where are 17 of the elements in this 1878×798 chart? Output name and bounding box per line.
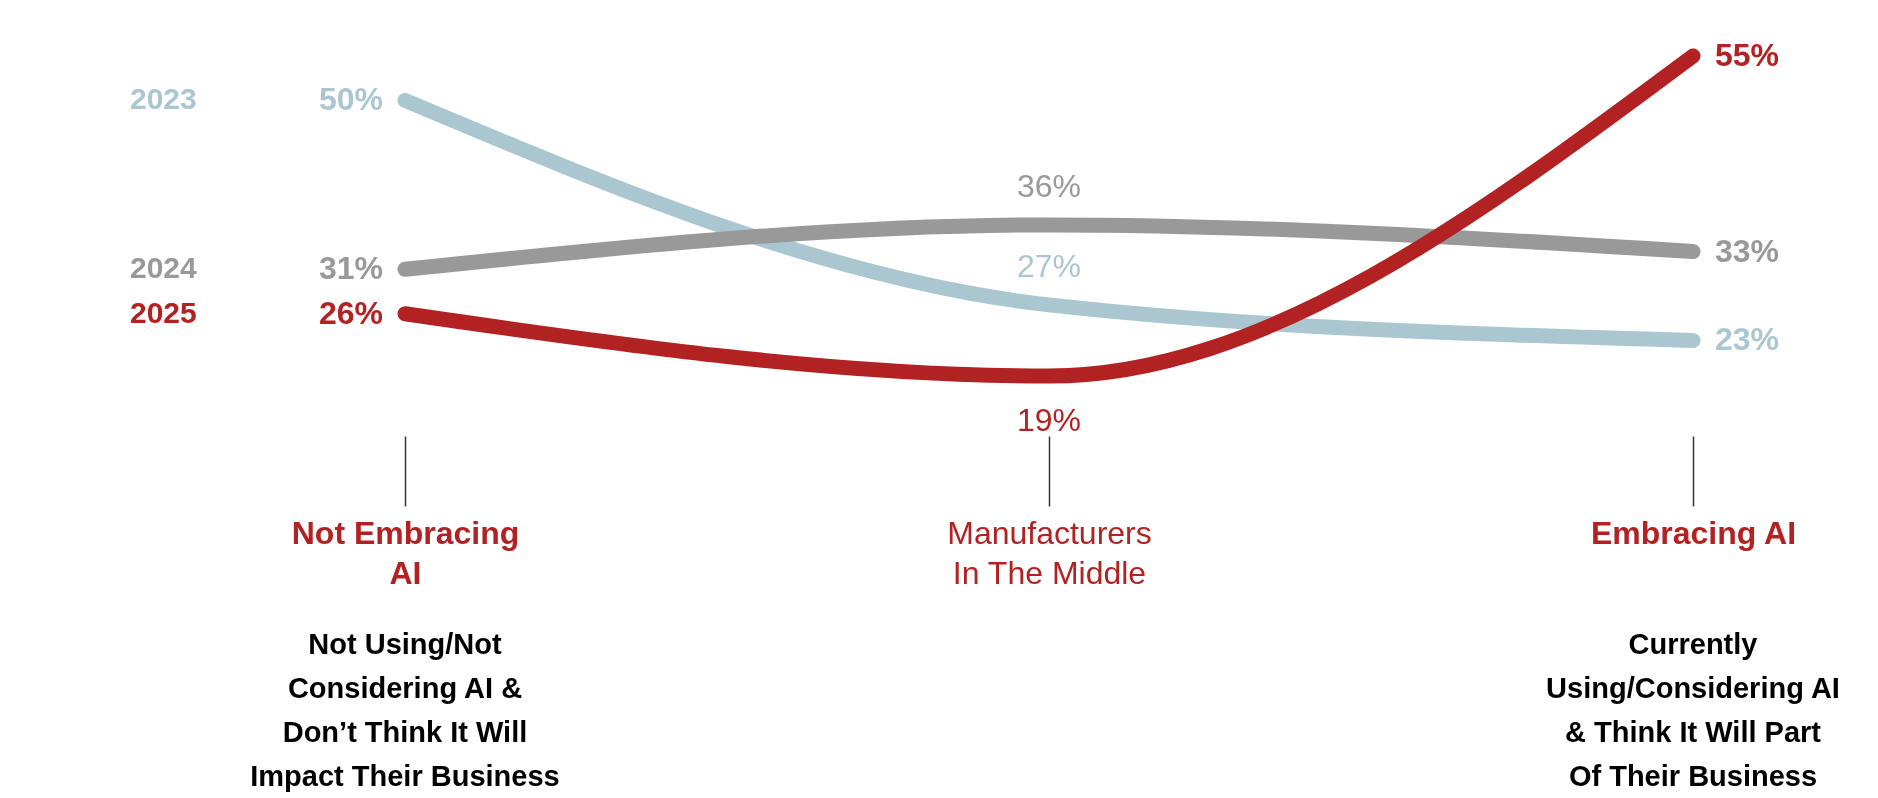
text: Not Using/Not Considering AI & Don’t Think It Will Impact Their Business [250, 628, 560, 792]
data-label: 26% [318, 294, 383, 331]
x-tick-label: Not Embracing AI [291, 514, 520, 591]
text: Currently Using/Considering AI & Think It Will Part Of Their Business [1546, 628, 1840, 792]
x-tick-label: Embracing AI [1590, 514, 1797, 551]
data-label: 55% [1715, 37, 1780, 73]
data-label: 31% [318, 250, 383, 287]
text: 2025 [130, 295, 197, 329]
text: 2024 [130, 251, 198, 285]
data-label: 23% [1715, 321, 1780, 358]
data-label: 33% [1715, 232, 1780, 269]
data-label: 50% [318, 81, 383, 118]
x-tick-label: Manufacturers In The Middle [947, 514, 1152, 591]
data-label: 27% [1016, 247, 1082, 284]
data-label: 36% [1016, 167, 1082, 204]
data-label: 19% [1016, 402, 1082, 438]
text: 2023 [130, 82, 197, 116]
